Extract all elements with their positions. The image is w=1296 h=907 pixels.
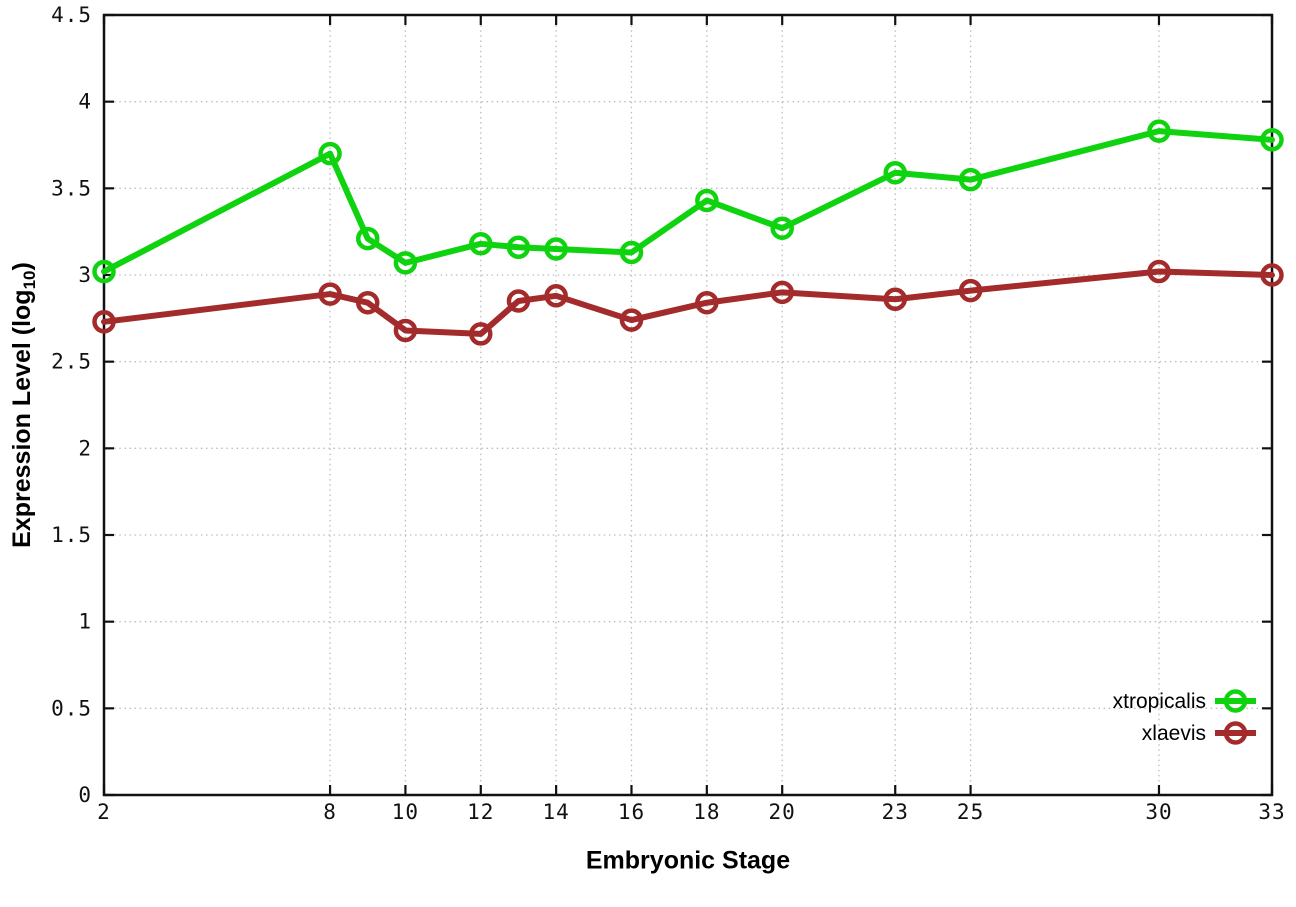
series-line-xtropicalis — [101, 128, 1275, 275]
y-tick-label: 4 — [78, 90, 92, 114]
data-point-marker-xtropicalis — [770, 216, 794, 240]
legend-marker-xlaevis — [1223, 721, 1248, 745]
x-tick-label: 10 — [392, 800, 419, 824]
data-point-marker-xlaevis — [355, 290, 380, 315]
data-point-marker-xlaevis — [770, 280, 794, 305]
y-tick-label: 3 — [78, 263, 92, 287]
data-point-marker-xlaevis — [619, 308, 644, 332]
data-point-marker-xlaevis — [506, 289, 531, 313]
x-tick-label: 16 — [618, 800, 645, 824]
legend-label-xtropicalis: xtropicalis — [1113, 690, 1206, 713]
data-point-marker-xlaevis — [1260, 263, 1284, 287]
x-tick-label: 14 — [542, 800, 569, 824]
data-point-marker-xlaevis — [544, 284, 568, 308]
y-tick-label: 0.5 — [51, 696, 92, 720]
y-tick-label: 2.5 — [51, 350, 92, 374]
y-axis-title-suffix: ) — [8, 262, 36, 271]
data-point-marker-xlaevis — [393, 318, 418, 343]
x-tick-label: 8 — [323, 800, 337, 824]
data-point-marker-xlaevis — [469, 322, 493, 346]
x-tick-label: 30 — [1145, 800, 1172, 824]
y-tick-label: 4.5 — [51, 3, 92, 27]
data-point-marker-xlaevis — [883, 287, 907, 312]
data-point-marker-xtropicalis — [883, 160, 907, 185]
data-point-marker-xtropicalis — [393, 251, 418, 275]
x-tick-label: 23 — [882, 800, 909, 824]
data-point-marker-xlaevis — [318, 282, 342, 306]
y-axis-title: Expression Level (log10) — [8, 262, 40, 548]
legend: xtropicalis xlaevis — [1113, 689, 1256, 745]
x-tick-label: 33 — [1258, 800, 1285, 824]
x-axis-title: Embryonic Stage — [585, 846, 791, 875]
data-point-marker-xlaevis — [695, 290, 719, 315]
y-tick-label: 3.5 — [51, 176, 92, 200]
data-point-marker-xtropicalis — [318, 141, 342, 166]
plot-border — [102, 13, 1274, 797]
x-tick-label: 12 — [467, 800, 494, 824]
y-tick-label: 1.5 — [51, 523, 92, 547]
data-point-marker-xlaevis — [1147, 259, 1171, 284]
y-axis-title-prefix: Expression Level (log — [8, 289, 36, 548]
y-axis-title-subscript: 10 — [20, 270, 39, 290]
x-tick-label: 2 — [97, 800, 111, 824]
data-point-marker-xtropicalis — [544, 237, 568, 261]
series-line-xlaevis — [101, 268, 1275, 337]
y-tick-label: 2 — [78, 436, 92, 460]
x-tick-label: 20 — [769, 800, 796, 824]
data-point-marker-xtropicalis — [1260, 128, 1284, 152]
data-point-marker-xtropicalis — [619, 240, 644, 265]
x-tick-label: 18 — [693, 800, 720, 824]
data-point-marker-xtropicalis — [469, 232, 493, 256]
y-tick-label: 1 — [78, 610, 92, 634]
legend-marker-xtropicalis — [1223, 689, 1248, 713]
data-point-marker-xtropicalis — [695, 188, 719, 213]
data-point-marker-xtropicalis — [506, 235, 531, 260]
data-point-marker-xlaevis — [958, 278, 983, 303]
data-point-marker-xtropicalis — [958, 167, 983, 192]
data-point-marker-xtropicalis — [92, 259, 116, 284]
data-point-marker-xlaevis — [92, 310, 116, 334]
legend-label-xlaevis: xlaevis — [1142, 722, 1206, 745]
x-tick-label: 25 — [957, 800, 984, 824]
data-point-marker-xtropicalis — [1147, 119, 1171, 143]
y-tick-label: 0 — [78, 783, 92, 807]
data-point-marker-xtropicalis — [355, 226, 380, 251]
